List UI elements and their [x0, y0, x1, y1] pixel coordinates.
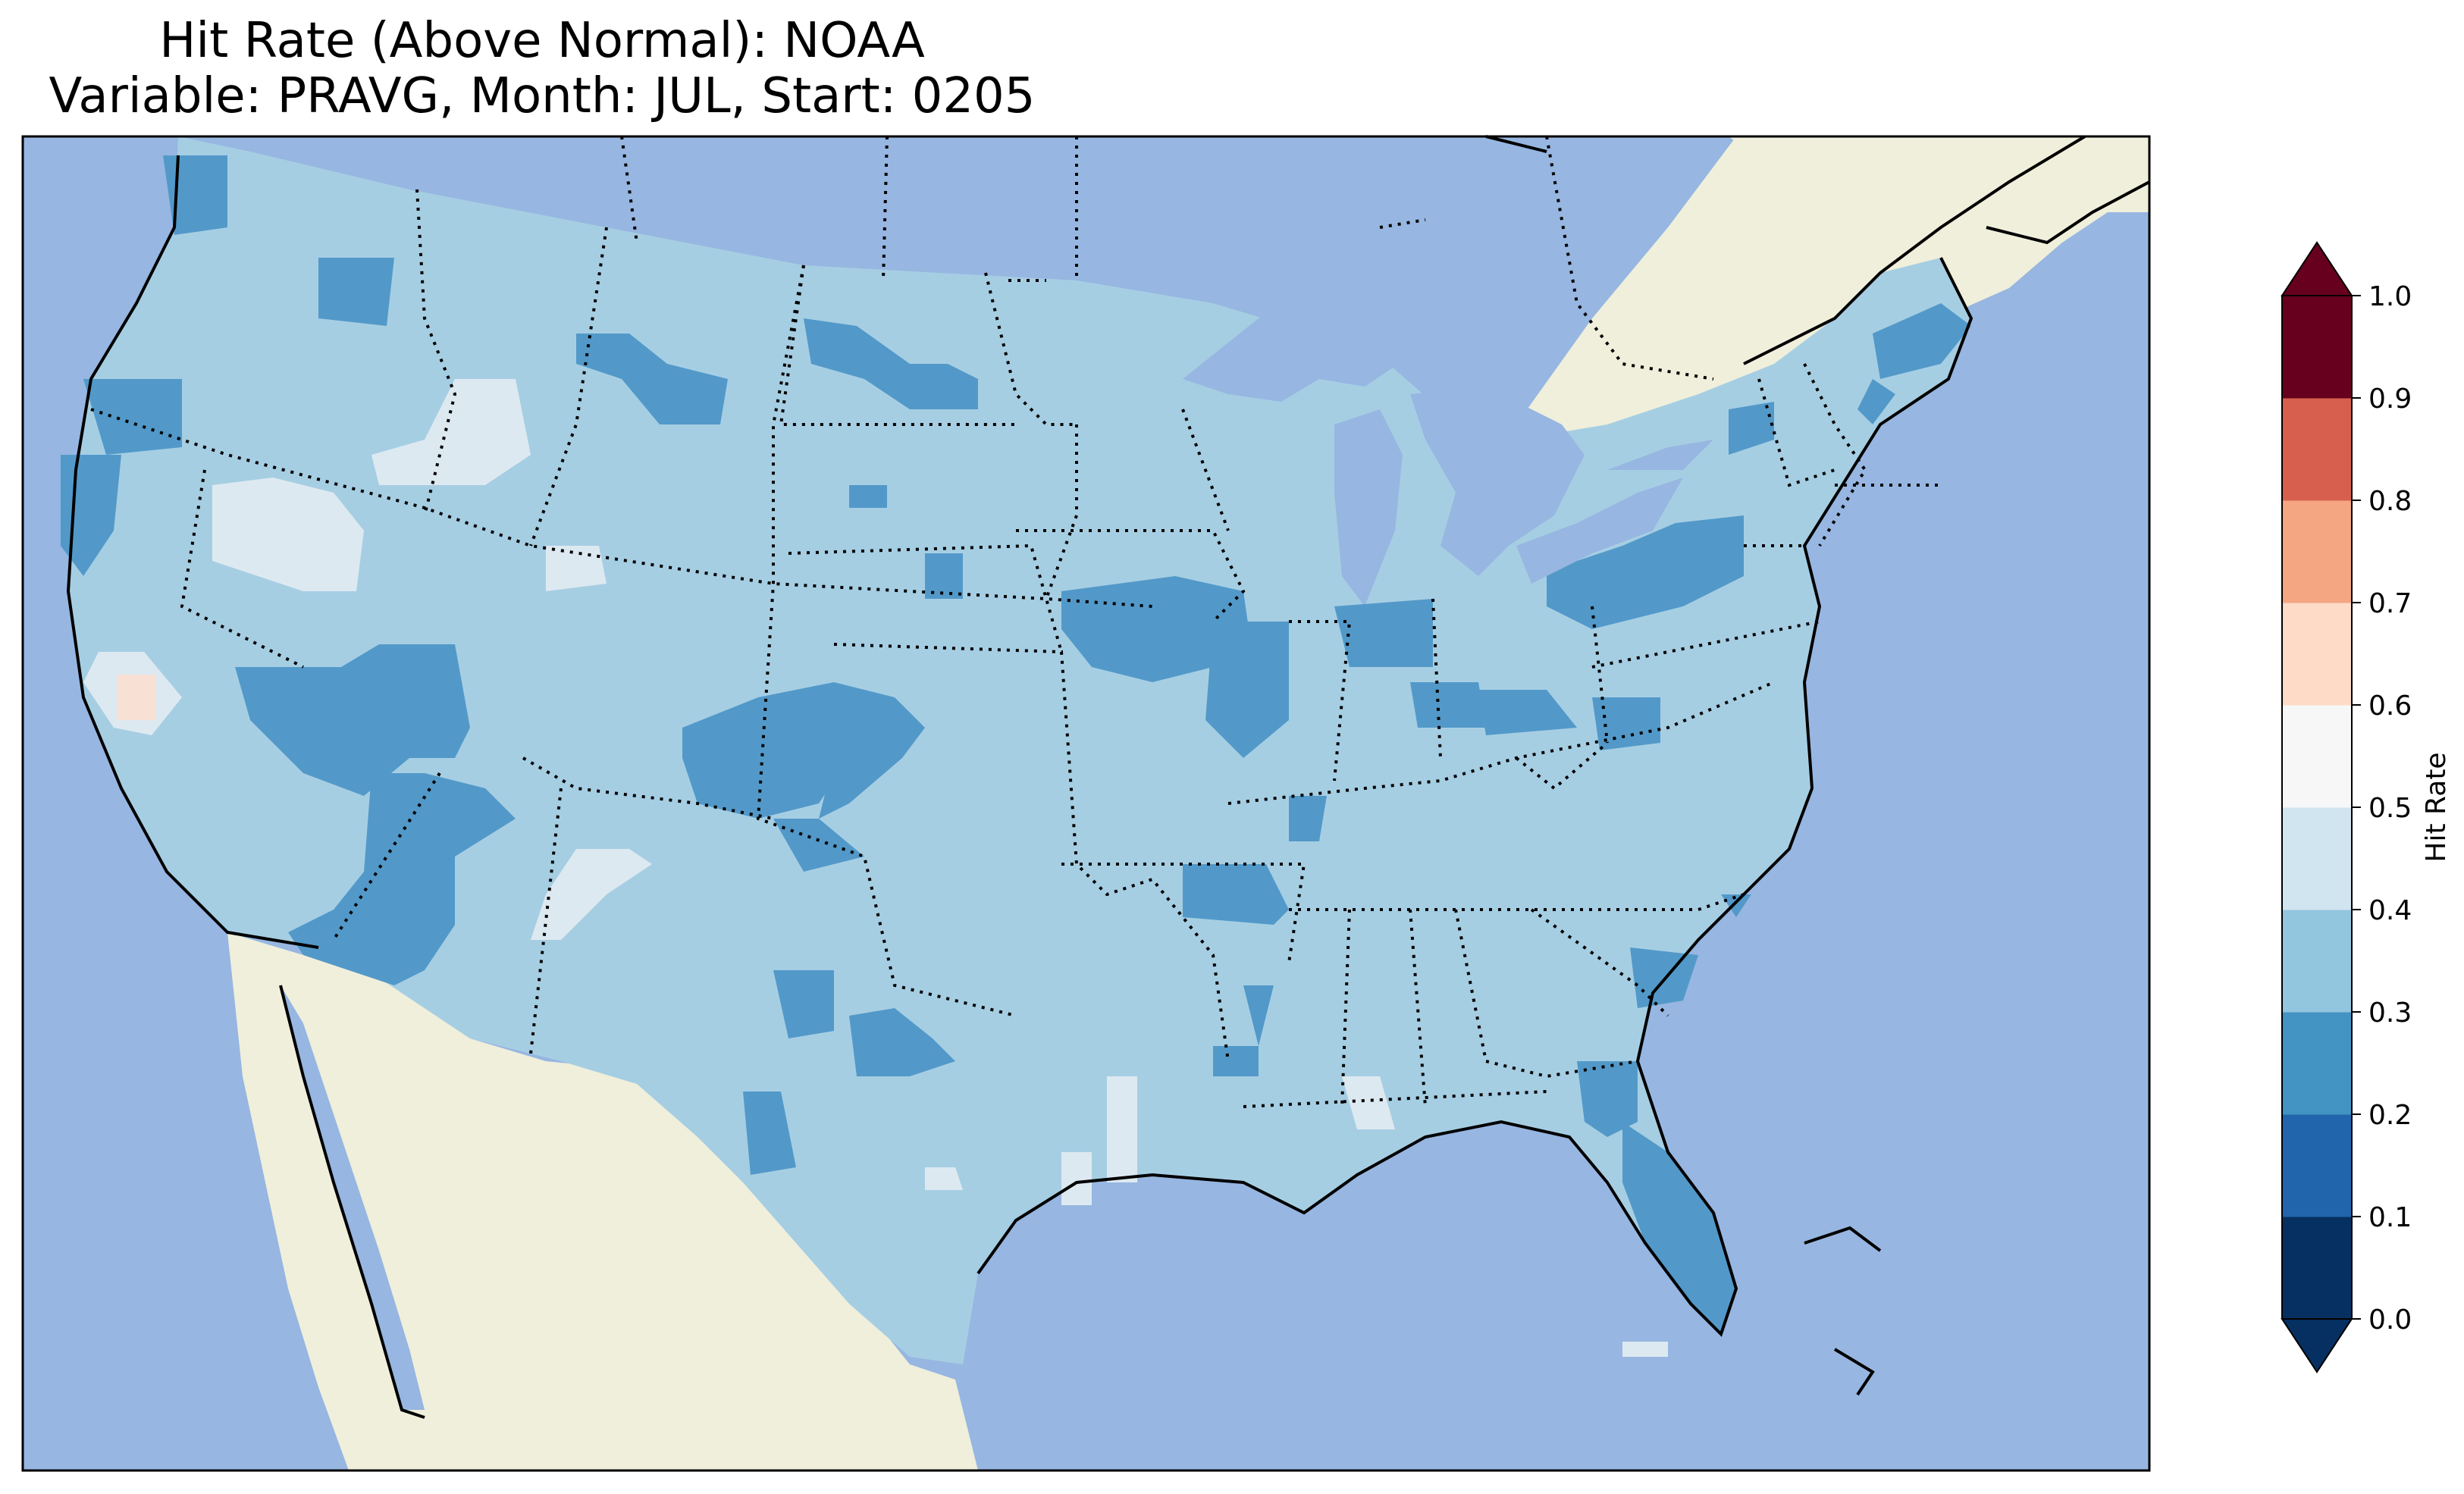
colorbar-bin: [2282, 398, 2352, 501]
colorbar-tick-label: 0.7: [2368, 588, 2412, 619]
chart-subtitle: Variable: PRAVG, Month: JUL, Start: 0205: [49, 68, 1036, 124]
colorbar-tick-label: 0.0: [2368, 1305, 2412, 1336]
colorbar-tick-label: 0.9: [2368, 384, 2412, 415]
colorbar-tick-label: 0.6: [2368, 691, 2412, 722]
colorbar-tick-label: 0.3: [2368, 998, 2412, 1029]
colorbar-bin: [2282, 705, 2352, 808]
colorbar: 0.0 0.1 0.2 0.3 0.4 0.5 0.6 0.7 0.8 0.9 1.0 Hit Rat…: [2281, 241, 2452, 1373]
chart-title: Hit Rate (Above Normal): NOAA: [159, 13, 925, 69]
coastlines: [66, 135, 2150, 1419]
map-frame: [21, 135, 2151, 1472]
colorbar-bin: [2282, 603, 2352, 706]
colorbar-tick-label: 0.2: [2368, 1100, 2412, 1131]
colorbar-tick-label: 0.5: [2368, 793, 2412, 824]
hit-rate-class-0-2-0-3: [61, 155, 1971, 1334]
hit-rate-class-0-5-0-6: [118, 675, 155, 720]
colorbar-tick-label: 0.1: [2368, 1202, 2412, 1233]
colorbar-extend-min: [2281, 1318, 2353, 1373]
colorbar-bin: [2282, 1217, 2352, 1320]
colorbar-bin: [2282, 910, 2352, 1013]
hit-rate-class-0-4-0-5: [83, 379, 1668, 1357]
colorbar-tick-label: 0.8: [2368, 486, 2412, 517]
great-lakes: [1183, 288, 1713, 606]
colorbar-bin: [2282, 1012, 2352, 1115]
colorbar-label: Hit Rate: [2421, 752, 2452, 862]
gulf-of-california: [281, 985, 425, 1410]
colorbar-bin: [2282, 807, 2352, 910]
colorbar-extend-max: [2281, 241, 2353, 296]
colorbar-bin: [2282, 1114, 2352, 1217]
colorbar-bin: [2282, 296, 2352, 399]
mexico-land: [227, 932, 978, 1471]
colorbar-tick-label: 1.0: [2368, 281, 2412, 312]
state-borders: [90, 136, 1941, 1108]
colorbar-bin: [2282, 500, 2352, 603]
colorbar-tick-label: 0.4: [2368, 895, 2412, 926]
map-panel: [21, 135, 2151, 1472]
